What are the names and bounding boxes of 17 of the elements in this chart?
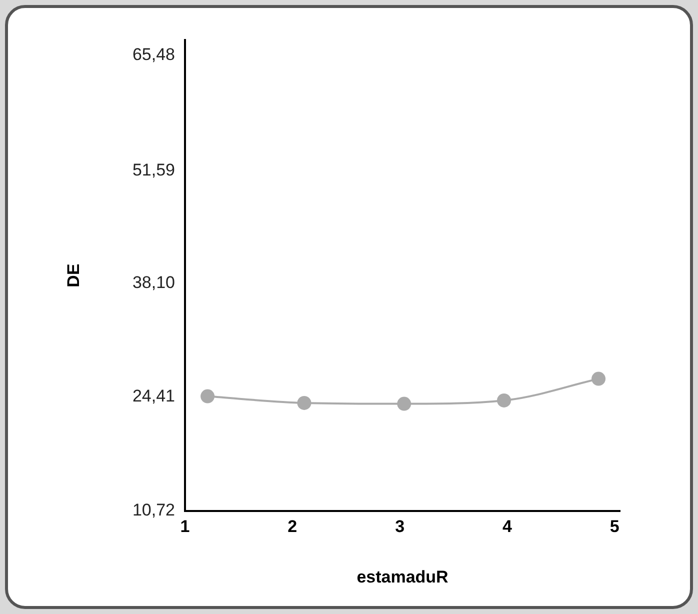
point xyxy=(200,389,215,404)
point xyxy=(297,396,312,410)
x-tick-label: 2 xyxy=(288,516,298,536)
y-tick-label: 38,10 xyxy=(132,272,175,292)
point xyxy=(397,396,412,411)
point xyxy=(497,393,511,408)
y-tick-label: 24,41 xyxy=(132,386,175,406)
point xyxy=(592,372,606,386)
x-tick-label: 5 xyxy=(610,516,620,536)
x-axis-title: estamaduR xyxy=(356,567,448,586)
y-axis-title: DE xyxy=(64,264,83,288)
y-tick-label: 10,72 xyxy=(132,500,175,520)
y-tick-label: 65,48 xyxy=(132,44,175,64)
x-tick-label: 1 xyxy=(180,516,190,536)
y-tick-label: 51,59 xyxy=(132,160,175,180)
x-tick-label: 4 xyxy=(502,516,512,536)
x-tick-label: 3 xyxy=(395,516,405,536)
